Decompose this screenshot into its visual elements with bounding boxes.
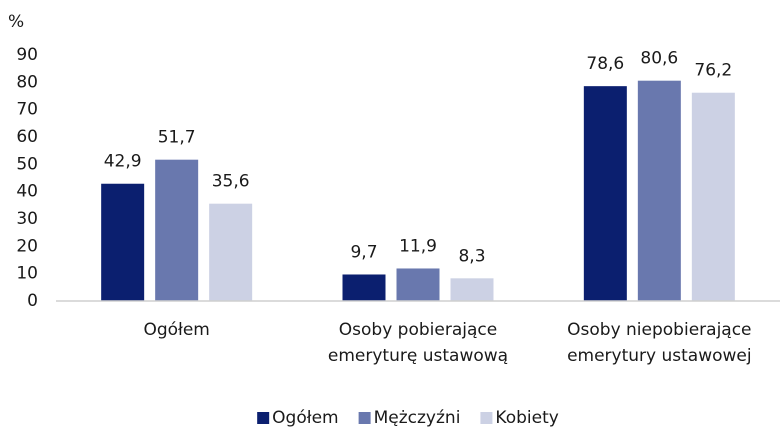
bar: [583, 86, 627, 301]
bar: [155, 159, 199, 301]
x-tick-label: emeryturę ustawową: [328, 346, 508, 366]
legend-label: Ogółem: [272, 408, 338, 428]
y-tick-label: 90: [16, 45, 38, 65]
y-tick-label: 60: [16, 127, 38, 147]
bar: [209, 203, 253, 301]
bar: [450, 278, 494, 301]
legend-swatch: [480, 412, 493, 424]
y-tick-label: 80: [16, 72, 38, 92]
legend: Ogółem Mężczyźni Kobiety: [257, 408, 559, 428]
y-tick-label: 0: [27, 291, 38, 311]
bar: [396, 268, 440, 301]
value-label: 42,9: [104, 152, 142, 172]
legend-swatch: [257, 412, 270, 424]
legend-label: Mężczyźni: [374, 408, 461, 428]
bar: [101, 183, 145, 301]
y-tick-label: 50: [16, 154, 38, 174]
y-tick-label: 30: [16, 209, 38, 229]
y-tick-label: 20: [16, 236, 38, 256]
value-label: 78,6: [586, 54, 624, 74]
bar: [342, 274, 386, 301]
bar: [637, 80, 681, 302]
value-label: 80,6: [640, 49, 678, 69]
y-tick-label: 70: [16, 100, 38, 120]
value-label: 35,6: [212, 172, 250, 192]
x-tick-label: Osoby pobierające: [339, 320, 497, 340]
value-label: 51,7: [158, 128, 196, 148]
x-tick-label: emerytury ustawowej: [567, 346, 752, 366]
value-label: 8,3: [458, 246, 485, 266]
bar: [691, 92, 735, 301]
x-tick-label: Osoby niepobierające: [567, 320, 751, 340]
value-label: 9,7: [350, 242, 377, 262]
value-label: 76,2: [694, 61, 732, 81]
legend-swatch: [358, 412, 371, 424]
value-label: 11,9: [399, 236, 437, 256]
legend-label: Kobiety: [495, 408, 558, 428]
y-tick-label: 40: [16, 182, 38, 202]
x-tick-label: Ogółem: [143, 320, 209, 340]
y-tick-label: 10: [16, 264, 38, 284]
y-axis-label: %: [8, 12, 24, 32]
